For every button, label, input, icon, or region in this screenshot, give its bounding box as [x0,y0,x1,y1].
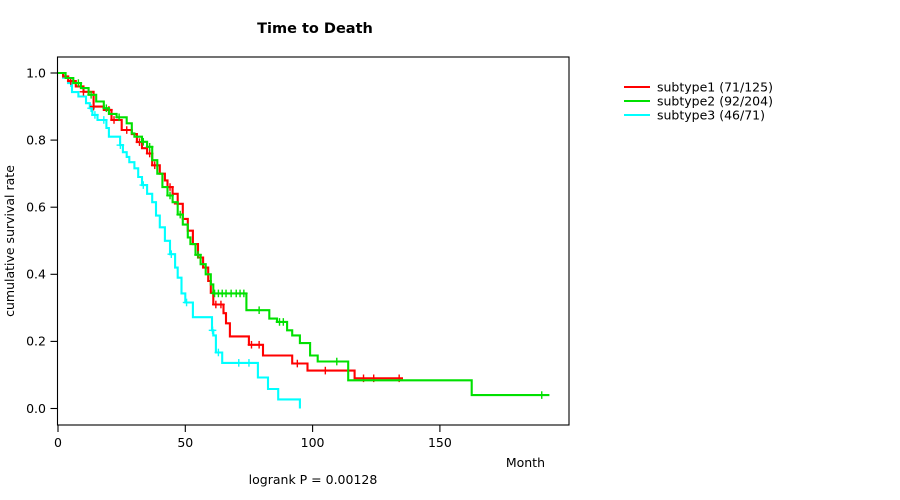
censor-mark-subtype2 [255,306,263,314]
survival-curve-subtype2 [58,71,550,397]
censor-mark-subtype3 [245,359,253,367]
censor-mark-subtype2 [166,191,174,200]
censor-mark-subtype2 [102,104,111,113]
censor-mark-subtype2 [115,113,123,122]
censor-mark-subtype1 [122,126,131,134]
logrank-annotation: logrank P = 0.00128 [249,472,378,487]
axes: 0 50 100 150 0.0 0.2 0.4 0.6 0.8 1.0 [26,65,452,450]
censor-mark-subtype2 [332,357,341,366]
y-tick-label: 0.0 [26,401,46,416]
legend-item-subtype3: subtype3 (46/71) [624,107,765,122]
legend-label: subtype2 (92/204) [657,93,773,108]
y-tick-label: 0.6 [26,200,46,215]
censor-mark-subtype1 [247,340,256,349]
censor-mark-subtype1 [321,366,330,375]
censor-mark-subtype1 [89,102,98,111]
x-tick-label: 150 [428,435,452,450]
censor-mark-subtype2 [145,143,154,151]
x-tick-label: 100 [301,435,325,450]
survival-curve-subtype3 [58,71,301,409]
censor-mark-subtype3 [182,298,191,307]
y-tick-label: 0.4 [26,267,46,282]
censor-mark-subtype2 [87,91,95,99]
censor-mark-subtype1 [110,116,118,124]
legend-label: subtype1 (71/125) [657,79,773,94]
censor-mark-subtype3 [234,359,243,367]
censor-mark-subtype3 [208,326,217,335]
censor-mark-subtype2 [176,210,185,219]
censor-mark-subtype3 [116,141,125,149]
legend-item-subtype1: subtype1 (71/125) [624,79,773,94]
legend: subtype1 (71/125)subtype2 (92/204)subtyp… [624,79,773,122]
legend-item-subtype2: subtype2 (92/204) [624,93,773,108]
survival-curve-subtype1 [58,71,403,380]
censor-mark-subtype3 [91,111,99,119]
censor-mark-subtype1 [255,340,263,349]
censor-mark-subtype2 [74,79,83,87]
censor-mark-subtype3 [139,181,148,189]
y-tick-label: 1.0 [26,65,46,80]
chart-title: Time to Death [257,21,373,37]
censor-mark-subtype2 [537,391,546,399]
censor-mark-subtype2 [240,289,248,298]
x-tick-label: 50 [177,435,193,450]
censor-mark-subtype1 [79,87,88,96]
x-tick-label: 0 [54,435,62,450]
survival-curves [58,71,550,409]
plot-frame [56,56,570,426]
y-tick-label: 0.2 [26,334,46,349]
y-tick-label: 0.8 [26,132,46,147]
censor-mark-subtype2 [194,251,202,259]
censor-mark-subtype3 [167,250,176,258]
legend-label: subtype3 (46/71) [657,107,765,122]
y-axis-label: cumulative survival rate [2,165,17,317]
censor-mark-subtype2 [279,318,288,326]
censor-mark-subtype1 [293,359,302,368]
censor-mark-subtype1 [217,300,225,309]
x-axis-label: Month [506,455,545,470]
censor-mark-subtype3 [214,348,223,357]
censor-mark-subtype2 [139,137,148,146]
censor-mark-subtype3 [100,116,108,124]
